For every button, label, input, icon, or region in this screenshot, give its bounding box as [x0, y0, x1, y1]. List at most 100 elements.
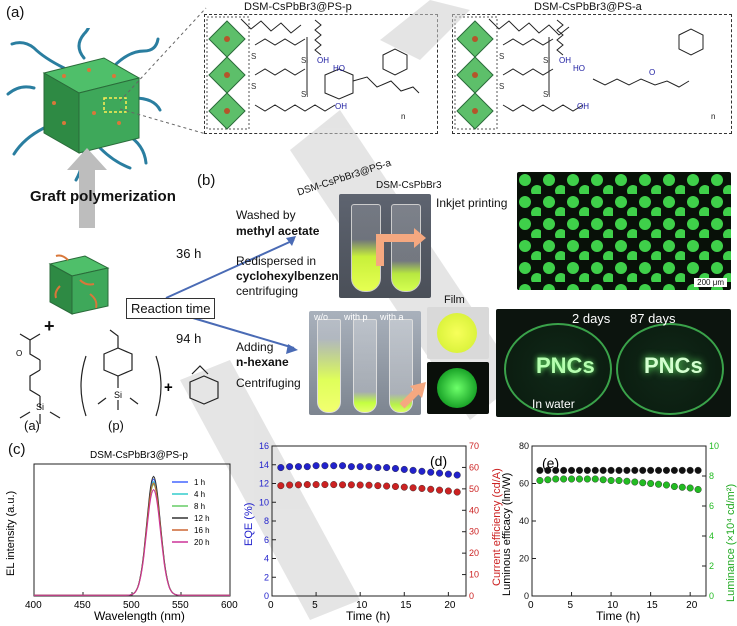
- ytick-label: 20: [519, 554, 529, 564]
- mol-oh-4: OH: [577, 102, 589, 111]
- data-point: [544, 476, 552, 484]
- ytick2-label: 8: [709, 471, 714, 481]
- data-point: [339, 462, 347, 470]
- ytick2-label: 2: [709, 561, 714, 571]
- data-point: [583, 475, 591, 483]
- data-point: [400, 465, 408, 473]
- chart-c-xtick-label: 400: [25, 600, 42, 611]
- mol-si-3: Si: [543, 56, 550, 65]
- data-point: [647, 466, 655, 474]
- chart-c-xtick-label: 500: [123, 600, 140, 611]
- nanocrystal-cube-illustration: [6, 28, 162, 182]
- film-photo-daylight: [427, 307, 489, 359]
- mol-si-2: Si: [301, 90, 308, 99]
- data-point: [312, 481, 320, 489]
- data-point: [436, 486, 444, 494]
- data-point: [277, 464, 285, 472]
- ytick2-label: 30: [469, 527, 479, 537]
- data-point: [655, 466, 663, 474]
- data-point: [678, 466, 686, 474]
- film-arrow: [399, 382, 426, 409]
- methyl-acetate-label: methyl acetate: [236, 224, 320, 238]
- data-point: [623, 477, 631, 485]
- ytick-label: 16: [259, 441, 269, 451]
- data-point: [321, 462, 329, 470]
- data-point: [453, 488, 461, 496]
- chart-c-ylabel: EL intensity (a.u.): [5, 491, 17, 576]
- ytick-label: 0: [524, 591, 529, 601]
- data-point: [591, 475, 599, 483]
- chart-d-ylabel2: Current efficiency (cd/A): [491, 468, 503, 586]
- ytick2-label: 60: [469, 462, 479, 472]
- time-36h: 36 h: [176, 246, 202, 261]
- pncs-text-2: PNCs: [644, 353, 703, 378]
- ytick-label: 12: [259, 479, 269, 489]
- reaction-time-box: Reaction time: [126, 298, 216, 319]
- data-point: [347, 463, 355, 471]
- xtick-label: 5: [568, 600, 574, 611]
- ytick-label: 40: [519, 516, 529, 526]
- data-point: [694, 486, 702, 494]
- chart-c-xtick-label: 550: [172, 600, 189, 611]
- mol-s-1: S: [251, 52, 256, 61]
- zoom-lines: [120, 7, 207, 135]
- chart-c-xlabel: Wavelength (nm): [94, 609, 185, 623]
- chart-c-legend-label: 16 h: [194, 526, 210, 535]
- data-point: [560, 466, 568, 474]
- xtick-label: 5: [312, 600, 318, 611]
- chart-c-xtick-label: 600: [221, 600, 238, 611]
- vial-photo: [339, 194, 431, 298]
- chart-d-ylabel: EQE (%): [243, 503, 255, 546]
- data-point: [409, 466, 417, 474]
- days-87-label: 87 days: [630, 311, 676, 326]
- data-point: [286, 463, 294, 471]
- panel-d-label: (d): [430, 453, 447, 469]
- data-point: [686, 466, 694, 474]
- molecular-structure-ps-a: S S Si OH Si HO OH O n: [454, 16, 715, 130]
- mol-oh-1: OH: [317, 56, 329, 65]
- data-point: [356, 463, 364, 471]
- data-point: [286, 481, 294, 489]
- data-point: [583, 466, 591, 474]
- ytick-label: 6: [264, 535, 269, 545]
- ytick-label: 80: [519, 441, 529, 451]
- data-point: [670, 483, 678, 491]
- mol-si-5: Si: [36, 402, 44, 412]
- data-point: [575, 466, 583, 474]
- n-hexane-label: n-hexane: [236, 355, 289, 369]
- data-point: [655, 480, 663, 488]
- mol-ho-2: HO: [573, 64, 585, 73]
- data-point: [647, 480, 655, 488]
- data-point: [536, 477, 544, 485]
- data-point: [365, 481, 373, 489]
- plus-1: +: [44, 316, 55, 336]
- chart-c-title: DSM-CsPbBr3@PS-p: [90, 450, 188, 461]
- vial-label-bare: DSM-CsPbBr3: [376, 180, 442, 191]
- data-point: [639, 466, 647, 474]
- data-point: [615, 477, 623, 485]
- film-label: Film: [444, 294, 465, 306]
- monomer-structures: O Si Si +: [16, 329, 219, 424]
- data-point: [418, 467, 426, 475]
- data-point: [294, 463, 302, 471]
- data-point: [303, 463, 311, 471]
- mol-o-2: O: [16, 349, 22, 358]
- mol-s-2: S: [251, 82, 256, 91]
- data-point: [631, 466, 639, 474]
- data-point: [678, 483, 686, 491]
- mol-n-1: n: [401, 112, 405, 121]
- tubes-photo: [309, 311, 421, 415]
- ytick-label: 0: [264, 591, 269, 601]
- data-point: [631, 478, 639, 486]
- ytick2-label: 10: [469, 570, 479, 580]
- ytick2-label: 6: [709, 501, 714, 511]
- data-point: [639, 479, 647, 487]
- data-point: [409, 484, 417, 492]
- ytick-label: 2: [264, 572, 269, 582]
- xtick-label: 0: [528, 600, 534, 611]
- xtick-label: 20: [686, 600, 698, 611]
- data-point: [568, 475, 576, 483]
- pncs-text-1: PNCs: [536, 353, 595, 378]
- petri-dish-photo: PNCs PNCs 2 days 87 days In water: [496, 309, 731, 417]
- data-point: [356, 481, 364, 489]
